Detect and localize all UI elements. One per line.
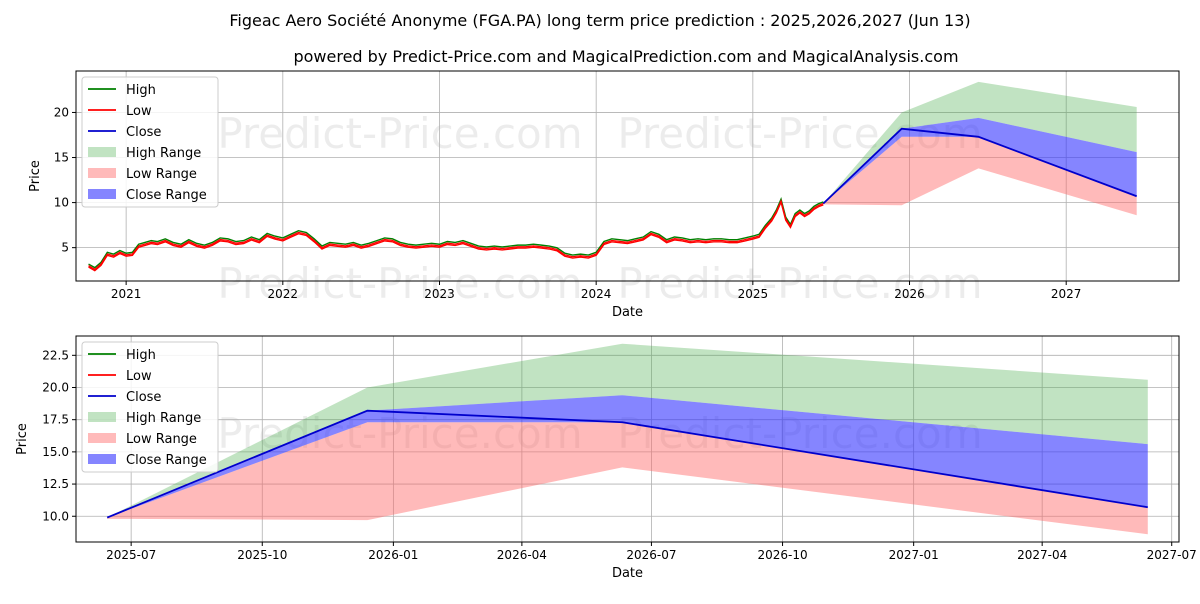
close-range-area: [107, 395, 1148, 518]
low-range-area: [823, 136, 1137, 216]
forecast-detail-panel: Predict-Price.comPredict-Price.com2025-0…: [15, 335, 1197, 581]
x-tick-label: 2026-07: [626, 548, 676, 562]
legend-label-low: Low: [126, 104, 152, 119]
x-tick-label: 2026-01: [368, 548, 418, 562]
low-range-area: [107, 422, 1148, 535]
y-tick-label: 20: [54, 105, 69, 119]
legend-label-high: High: [126, 83, 156, 98]
y-tick-label: 5: [61, 241, 69, 255]
x-tick-label: 2025: [738, 287, 769, 301]
x-tick-label: 2025-10: [237, 548, 287, 562]
legend-swatch-high-range: [88, 147, 116, 157]
plot-frame: [75, 70, 1180, 282]
figure-title: Figeac Aero Société Anonyme (FGA.PA) lon…: [229, 11, 970, 30]
low-history-line: [88, 199, 824, 272]
long-term-panel: Predict-Price.com Predict-Price.com Predic…: [28, 70, 1180, 320]
legend-swatch-low-range: [88, 168, 116, 178]
legend-label-low-range: Low Range: [126, 167, 197, 182]
legend-label-close-range: Close Range: [126, 453, 207, 468]
legend-label-close: Close: [126, 125, 161, 140]
close-forecast-line: [822, 127, 1138, 205]
legend-swatch-low-range: [88, 433, 116, 443]
y-axis-label: Price: [15, 423, 30, 455]
high-range-area: [823, 81, 1137, 204]
legend-label-low: Low: [126, 369, 152, 384]
figure-subtitle: powered by Predict-Price.com and Magical…: [293, 47, 958, 66]
watermark-text: Predict-Price.com: [217, 109, 582, 158]
legend-label-high: High: [126, 348, 156, 363]
x-tick-label: 2024: [581, 287, 612, 301]
x-tick-label: 2022: [268, 287, 299, 301]
y-tick-label: 22.5: [42, 348, 69, 362]
legend-swatch-close-range: [88, 189, 116, 199]
legend-label-close-range: Close Range: [126, 188, 207, 203]
watermark-text: Predict-Price.com: [617, 259, 982, 308]
y-tick-label: 10.0: [42, 509, 69, 523]
x-tick-label: 2025-07: [106, 548, 156, 562]
legend-swatch-close-range: [88, 454, 116, 464]
x-tick-label: 2027-07: [1147, 548, 1197, 562]
x-tick-label: 2021: [111, 287, 142, 301]
y-tick-label: 15.0: [42, 445, 69, 459]
x-tick-label: 2027: [1051, 287, 1082, 301]
legend-label-close: Close: [126, 390, 161, 405]
legend-swatch-high-range: [88, 412, 116, 422]
x-axis-label: Date: [612, 305, 643, 320]
y-axis-label: Price: [28, 160, 43, 192]
close-history-line: [88, 198, 824, 271]
x-tick-label: 2026-10: [757, 548, 807, 562]
high-history-line: [88, 197, 824, 269]
legend-label-low-range: Low Range: [126, 432, 197, 447]
x-tick-label: 2026-04: [497, 548, 547, 562]
high-range-area: [107, 343, 1148, 518]
x-tick-label: 2027-01: [889, 548, 939, 562]
legend-label-high-range: High Range: [126, 146, 201, 161]
watermark-text: Predict-Price.com: [217, 259, 582, 308]
y-tick-label: 20.0: [42, 381, 69, 395]
legend-label-high-range: High Range: [126, 411, 201, 426]
x-tick-label: 2026: [894, 287, 925, 301]
plot-frame: [75, 335, 1180, 543]
y-tick-label: 10: [54, 196, 69, 210]
close-range-area: [823, 117, 1137, 204]
y-tick-label: 12.5: [42, 477, 69, 491]
x-tick-label: 2023: [424, 287, 455, 301]
close-forecast-line: [106, 409, 1148, 519]
y-tick-label: 17.5: [42, 413, 69, 427]
x-tick-label: 2027-04: [1017, 548, 1067, 562]
x-axis-label: Date: [612, 566, 643, 581]
y-tick-label: 15: [54, 151, 69, 165]
